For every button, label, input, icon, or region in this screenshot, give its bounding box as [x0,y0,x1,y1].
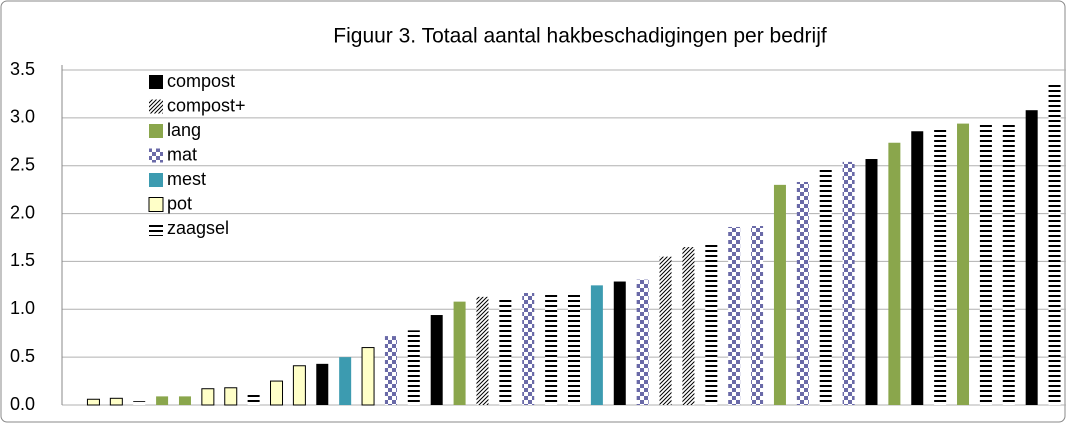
bar [178,396,191,405]
bar [430,315,443,405]
legend-label: pot [167,193,192,213]
bar [636,279,649,405]
legend-swatch [149,148,163,163]
bar [545,293,558,405]
legend-label: zaagsel [167,218,229,238]
bar [568,293,580,405]
bar [911,131,924,405]
bar [316,363,329,405]
bar [1002,122,1015,406]
bar [499,299,512,405]
bar [133,401,146,405]
bar [201,388,215,406]
y-tick-label: 1.5 [10,250,35,270]
bar [339,357,352,405]
bar [109,397,123,406]
legend-swatch [149,173,163,187]
legend-label: compost+ [167,95,246,115]
bar [659,256,672,405]
bar [270,380,284,406]
bar [957,123,970,405]
bar [1048,84,1061,405]
y-tick-label: 3.0 [10,107,35,127]
bar [590,285,603,405]
legend-swatch [148,197,164,212]
bar [728,226,741,405]
bar [979,122,992,406]
bar [796,181,809,405]
bar [613,281,626,405]
bar [773,184,786,405]
legend-label: lang [167,120,201,140]
legend-label: mat [167,144,197,164]
y-tick-label: 2.5 [10,154,35,174]
bar [865,159,878,405]
bar [522,293,535,405]
legend-swatch [149,75,163,89]
legend-swatch [149,124,163,138]
bar [705,243,718,405]
y-tick-label: 1.0 [10,298,35,318]
y-tick-label: 2.0 [10,202,35,222]
bar [224,387,238,406]
bar [842,161,855,405]
bar [1025,110,1038,405]
bar [819,168,832,405]
y-tick-label: 0.0 [10,394,35,414]
legend-label: mest [167,169,206,189]
bar [247,392,260,405]
bar [407,330,420,405]
y-tick-label: 0.5 [10,346,35,366]
bar [156,396,169,405]
legend-swatch [149,222,163,236]
legend-label: compost [167,71,235,91]
bar [476,296,489,405]
chart-title: Figuur 3. Totaal aantal hakbeschadiginge… [333,25,827,48]
bar [888,142,901,405]
bar [292,365,306,406]
bar [86,398,100,406]
bar [682,247,695,405]
bar [453,301,466,405]
legend-swatch [149,99,163,114]
bar [751,226,764,405]
bar [934,129,947,406]
bar [384,336,397,405]
y-tick-label: 3.5 [10,59,35,79]
bar [361,347,375,406]
